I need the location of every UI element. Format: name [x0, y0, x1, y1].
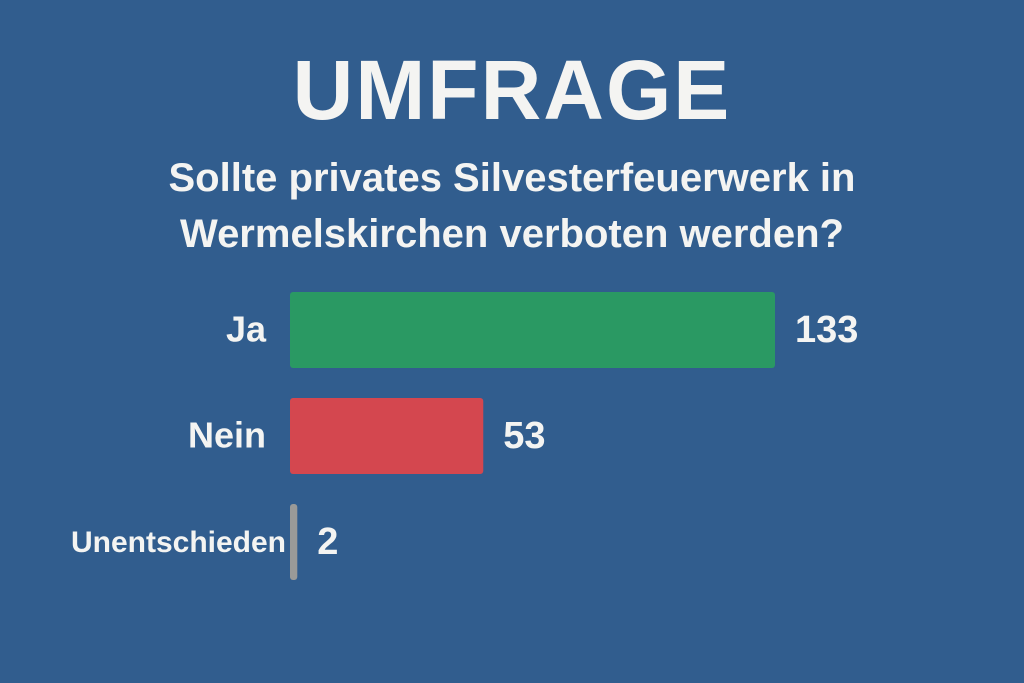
- chart-title: UMFRAGE: [292, 43, 732, 137]
- bar: [290, 398, 484, 474]
- category-label: Nein: [188, 415, 266, 456]
- category-label: Ja: [226, 309, 267, 350]
- value-label: 53: [503, 415, 545, 457]
- bar: [290, 292, 775, 368]
- bar: [290, 504, 298, 580]
- value-label: 2: [317, 521, 338, 563]
- value-label: 133: [795, 309, 858, 351]
- category-label: Unentschieden: [71, 526, 286, 559]
- chart-subtitle: Sollte privates Silvesterfeuerwerk in We…: [168, 156, 856, 256]
